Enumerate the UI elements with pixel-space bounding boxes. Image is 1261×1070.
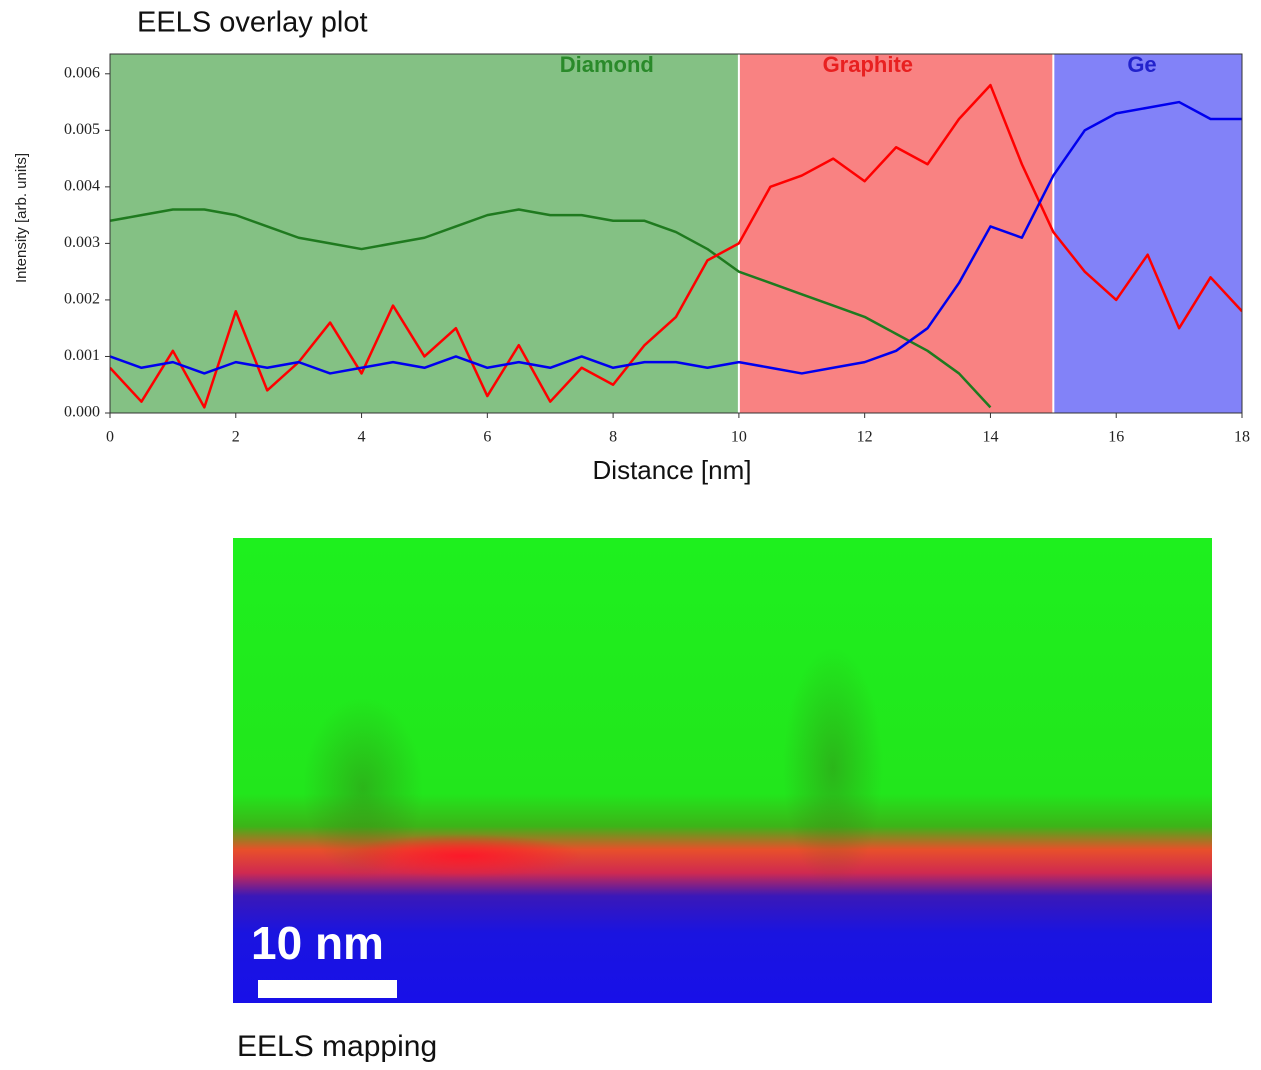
plot-frame xyxy=(109,53,1243,414)
x-tick-label: 2 xyxy=(232,429,240,446)
chart-title: EELS overlay plot xyxy=(137,7,368,39)
region xyxy=(110,54,739,413)
y-tick-label: 0.002 xyxy=(64,291,100,308)
eels-map: 10 nm xyxy=(233,538,1212,1003)
x-tick-label: 12 xyxy=(857,429,873,446)
region-label: Graphite xyxy=(823,52,913,77)
region xyxy=(738,54,1054,413)
series-line xyxy=(110,208,992,409)
region-label: Ge xyxy=(1127,52,1156,77)
chart: EELS overlay plot Distance [nm] Intensit… xyxy=(13,7,1250,485)
scale-bar xyxy=(258,980,397,998)
region xyxy=(1053,54,1242,413)
x-tick-label: 16 xyxy=(1108,429,1124,446)
y-tick-label: 0.004 xyxy=(64,178,100,195)
x-tick-label: 6 xyxy=(483,429,491,446)
region-label: Diamond xyxy=(560,52,654,77)
x-tick-label: 14 xyxy=(982,429,998,446)
x-tick-label: 4 xyxy=(358,429,366,446)
series-line xyxy=(110,100,1242,375)
x-tick-label: 8 xyxy=(609,429,617,446)
y-tick-label: 0.001 xyxy=(64,347,100,364)
caption: EELS mapping xyxy=(237,1030,438,1063)
y-tick-label: 0.006 xyxy=(64,64,100,81)
x-axis-label: Distance [nm] xyxy=(593,455,752,485)
y-tick-label: 0.003 xyxy=(64,234,100,251)
y-axis-label: Intensity [arb. units] xyxy=(13,153,30,283)
x-tick-label: 0 xyxy=(106,429,114,446)
y-tick-label: 0.005 xyxy=(64,121,100,138)
y-tick-label: 0.000 xyxy=(64,404,100,421)
scale-bar-label: 10 nm xyxy=(251,917,384,969)
x-tick-label: 10 xyxy=(731,429,747,446)
x-tick-label: 18 xyxy=(1234,429,1250,446)
